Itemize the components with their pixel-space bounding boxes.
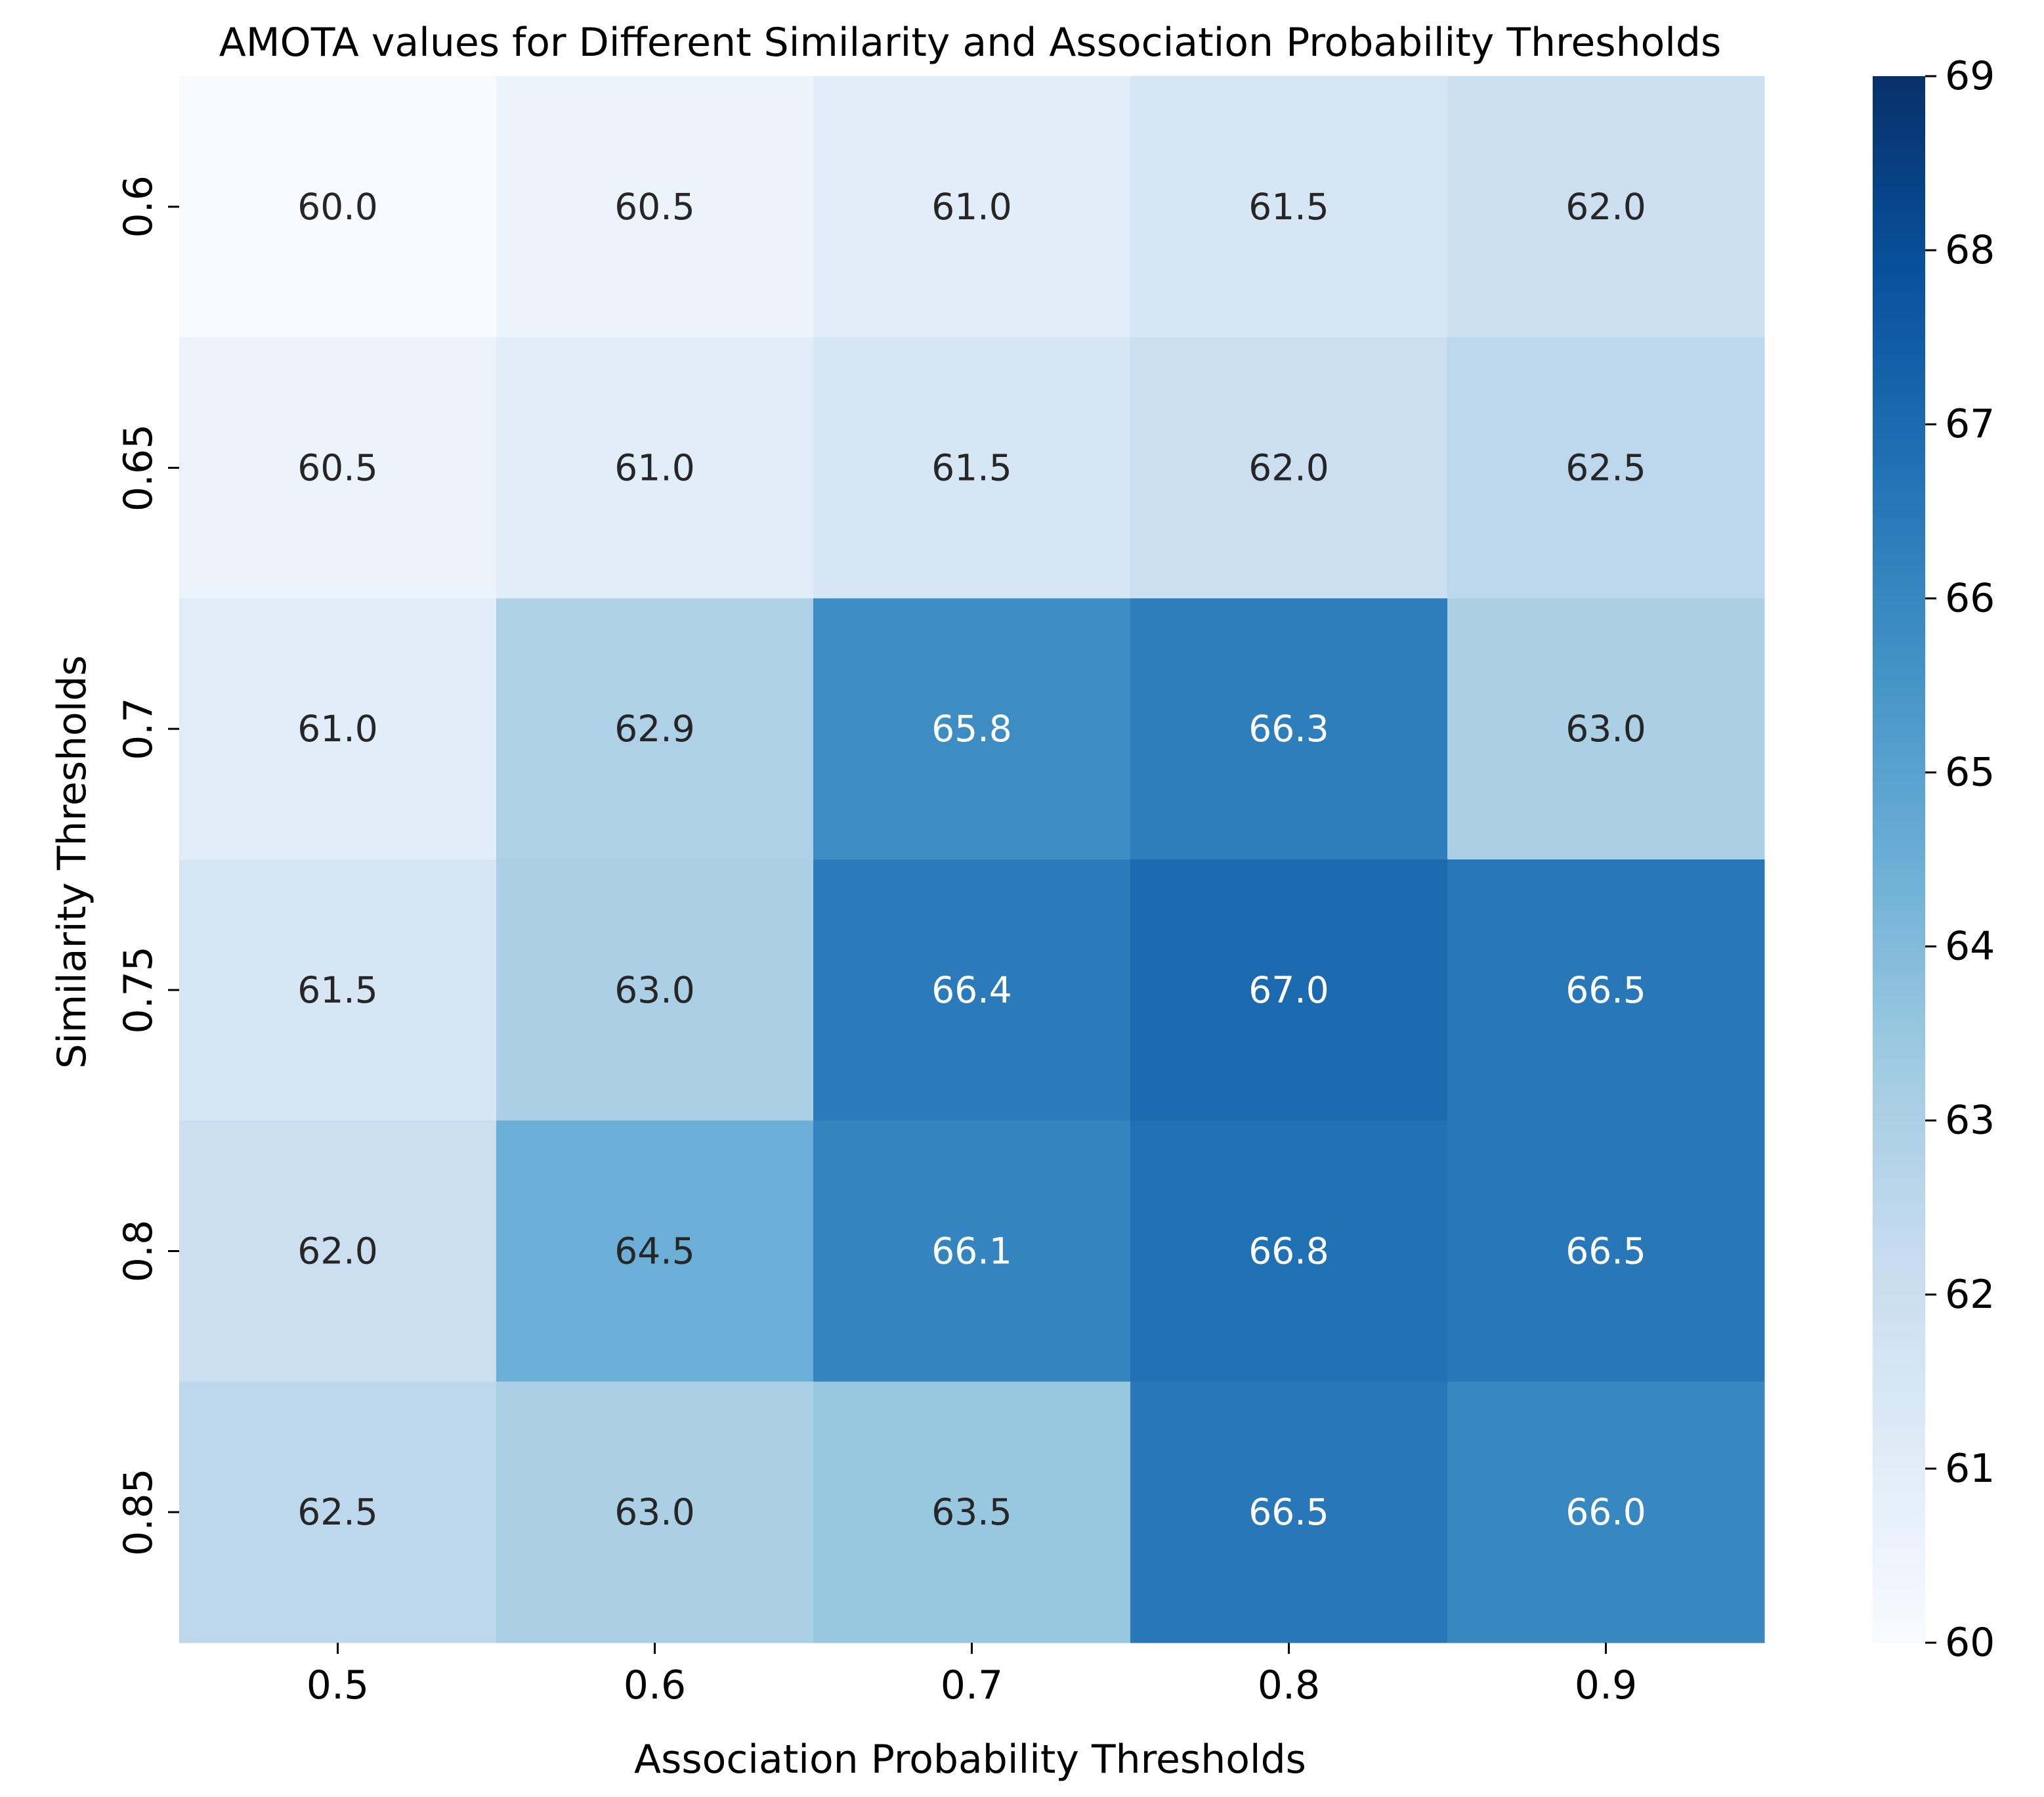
x-tick-label: 0.9 [1575, 1662, 1637, 1708]
heatmap-cell [1130, 1120, 1448, 1382]
cell-value-label: 62.5 [1565, 447, 1646, 489]
colorbar-gradient [1873, 76, 1925, 1643]
colorbar-tick-label: 62 [1945, 1272, 1995, 1318]
colorbar-tick-label: 69 [1945, 53, 1995, 99]
cell-value-label: 66.5 [1248, 1491, 1329, 1533]
heatmap-cell [1130, 1381, 1448, 1643]
y-tick-label: 0.7 [116, 697, 161, 760]
heatmap-cell [179, 337, 497, 599]
heatmap-cell [1447, 598, 1765, 860]
cell-value-label: 66.8 [1248, 1230, 1329, 1272]
colorbar-tick-label: 61 [1945, 1446, 1995, 1492]
y-axis-label: Similarity Thresholds [49, 655, 95, 1069]
cell-value-label: 61.5 [297, 969, 377, 1011]
cell-value-label: 62.9 [614, 708, 694, 750]
cell-value-label: 62.0 [1565, 186, 1646, 228]
cell-value-label: 67.0 [1248, 969, 1329, 1011]
y-tick-label: 0.75 [116, 946, 161, 1034]
y-axis: 0.6 0.65 0.7 0.75 0.8 0.85 [116, 175, 179, 1556]
x-tick-label: 0.5 [307, 1662, 369, 1708]
x-tick-label: 0.8 [1258, 1662, 1320, 1708]
cell-value-label: 65.8 [931, 708, 1011, 750]
heatmap-cell [813, 76, 1131, 338]
cell-value-label: 61.5 [1248, 186, 1329, 228]
colorbar-tick-label: 68 [1945, 227, 1995, 273]
colorbar: 60 61 62 63 64 65 66 67 68 69 [1873, 53, 1995, 1666]
cell-value-label: 66.5 [1565, 1230, 1646, 1272]
heatmap-cell [1447, 1120, 1765, 1382]
cell-value-label: 66.1 [931, 1230, 1011, 1272]
heatmap-cell [179, 598, 497, 860]
heatmap-cell [1130, 76, 1448, 338]
heatmap-cell [496, 598, 814, 860]
heatmap-cell [496, 337, 814, 599]
cell-value-label: 60.5 [297, 447, 377, 489]
heatmap-cell [813, 1120, 1131, 1382]
x-axis-label: Association Probability Thresholds [634, 1737, 1306, 1783]
heatmap-cell [179, 859, 497, 1121]
heatmap-cell [813, 598, 1131, 860]
heatmap-cell [1447, 859, 1765, 1121]
y-tick-label: 0.8 [116, 1220, 161, 1282]
y-tick-label: 0.85 [116, 1468, 161, 1556]
heatmap-cell [496, 76, 814, 338]
cell-value-label: 63.0 [1565, 708, 1646, 750]
cell-value-label: 63.0 [614, 969, 694, 1011]
colorbar-tick-label: 65 [1945, 749, 1995, 795]
cell-value-label: 61.0 [931, 186, 1011, 228]
cell-value-label: 62.5 [297, 1491, 377, 1533]
colorbar-tick-label: 63 [1945, 1098, 1995, 1144]
cell-value-label: 60.0 [297, 186, 377, 228]
cell-value-label: 66.3 [1248, 708, 1329, 750]
heatmap-cell [179, 1120, 497, 1382]
heatmap-cell [1130, 598, 1448, 860]
heatmap-cell [496, 859, 814, 1121]
heatmap-cell [1130, 859, 1448, 1121]
x-tick-label: 0.7 [941, 1662, 1003, 1708]
heatmap-cell [813, 337, 1131, 599]
cell-value-label: 61.0 [614, 447, 694, 489]
cell-value-label: 66.5 [1565, 969, 1646, 1011]
x-axis: 0.5 0.6 0.7 0.8 0.9 [307, 1643, 1637, 1708]
cell-value-label: 62.0 [1248, 447, 1329, 489]
heatmap-cell [1447, 337, 1765, 599]
colorbar-tick-label: 67 [1945, 401, 1995, 447]
heatmap-cell [1447, 1381, 1765, 1643]
cell-value-label: 62.0 [297, 1230, 377, 1272]
chart-title: AMOTA values for Different Similarity an… [219, 20, 1722, 66]
heatmap-cell [813, 1381, 1131, 1643]
cell-value-label: 63.0 [614, 1491, 694, 1533]
heatmap-cell [1447, 76, 1765, 338]
cell-value-label: 60.5 [614, 186, 694, 228]
colorbar-tick-label: 64 [1945, 924, 1995, 970]
cell-value-label: 64.5 [614, 1230, 694, 1272]
heatmap-cell [1130, 337, 1448, 599]
heatmap-cell [179, 1381, 497, 1643]
heatmap-cells [179, 76, 1765, 1643]
cell-value-label: 66.4 [931, 969, 1011, 1011]
x-tick-label: 0.6 [624, 1662, 686, 1708]
heatmap-cell [179, 76, 497, 338]
cell-value-label: 61.5 [931, 447, 1011, 489]
heatmap-cell [496, 1381, 814, 1643]
cell-value-label: 66.0 [1565, 1491, 1646, 1533]
cell-value-labels: 60.0 60.5 61.0 61.5 62.0 60.5 61.0 61.5 62.0 62.5… [297, 186, 1646, 1533]
heatmap-cell [813, 859, 1131, 1121]
colorbar-tick-label: 60 [1945, 1620, 1995, 1666]
cell-value-label: 61.0 [297, 708, 377, 750]
cell-value-label: 63.5 [931, 1491, 1011, 1533]
colorbar-tick-label: 66 [1945, 575, 1995, 621]
y-tick-label: 0.65 [116, 424, 161, 512]
y-tick-label: 0.6 [116, 175, 161, 238]
heatmap-cell [496, 1120, 814, 1382]
